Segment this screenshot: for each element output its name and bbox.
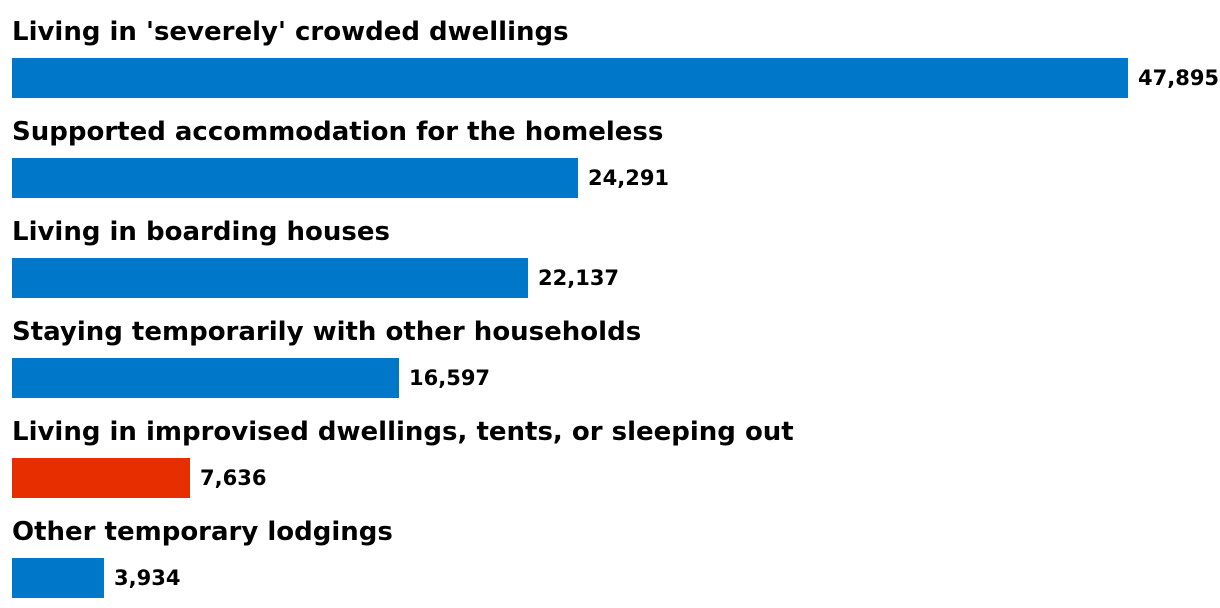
bar bbox=[12, 258, 528, 298]
bar bbox=[12, 58, 1128, 98]
data-label: 22,137 bbox=[538, 266, 620, 290]
bar-row: Supported accommodation for the homeless… bbox=[12, 100, 1212, 200]
bar bbox=[12, 558, 104, 598]
data-label: 3,934 bbox=[114, 566, 181, 590]
bar bbox=[12, 158, 578, 198]
category-label: Other temporary lodgings bbox=[12, 517, 393, 547]
bar-row: Staying temporarily with other household… bbox=[12, 300, 1212, 400]
bar-row: Other temporary lodgings 3,934 bbox=[12, 500, 1212, 600]
bar-row: Living in boarding houses 22,137 bbox=[12, 200, 1212, 300]
bar bbox=[12, 358, 399, 398]
category-label: Supported accommodation for the homeless bbox=[12, 117, 664, 147]
data-label: 16,597 bbox=[409, 366, 491, 390]
data-label: 47,895 bbox=[1138, 66, 1220, 90]
bar-row: Living in improvised dwellings, tents, o… bbox=[12, 400, 1212, 500]
data-label: 24,291 bbox=[588, 166, 670, 190]
category-label: Staying temporarily with other household… bbox=[12, 317, 642, 347]
category-label: Living in boarding houses bbox=[12, 217, 390, 247]
category-label: Living in 'severely' crowded dwellings bbox=[12, 17, 569, 47]
bar-row: Living in 'severely' crowded dwellings 47… bbox=[12, 0, 1219, 100]
bar bbox=[12, 458, 190, 498]
data-label: 7,636 bbox=[200, 466, 267, 490]
category-label: Living in improvised dwellings, tents, o… bbox=[12, 417, 794, 447]
